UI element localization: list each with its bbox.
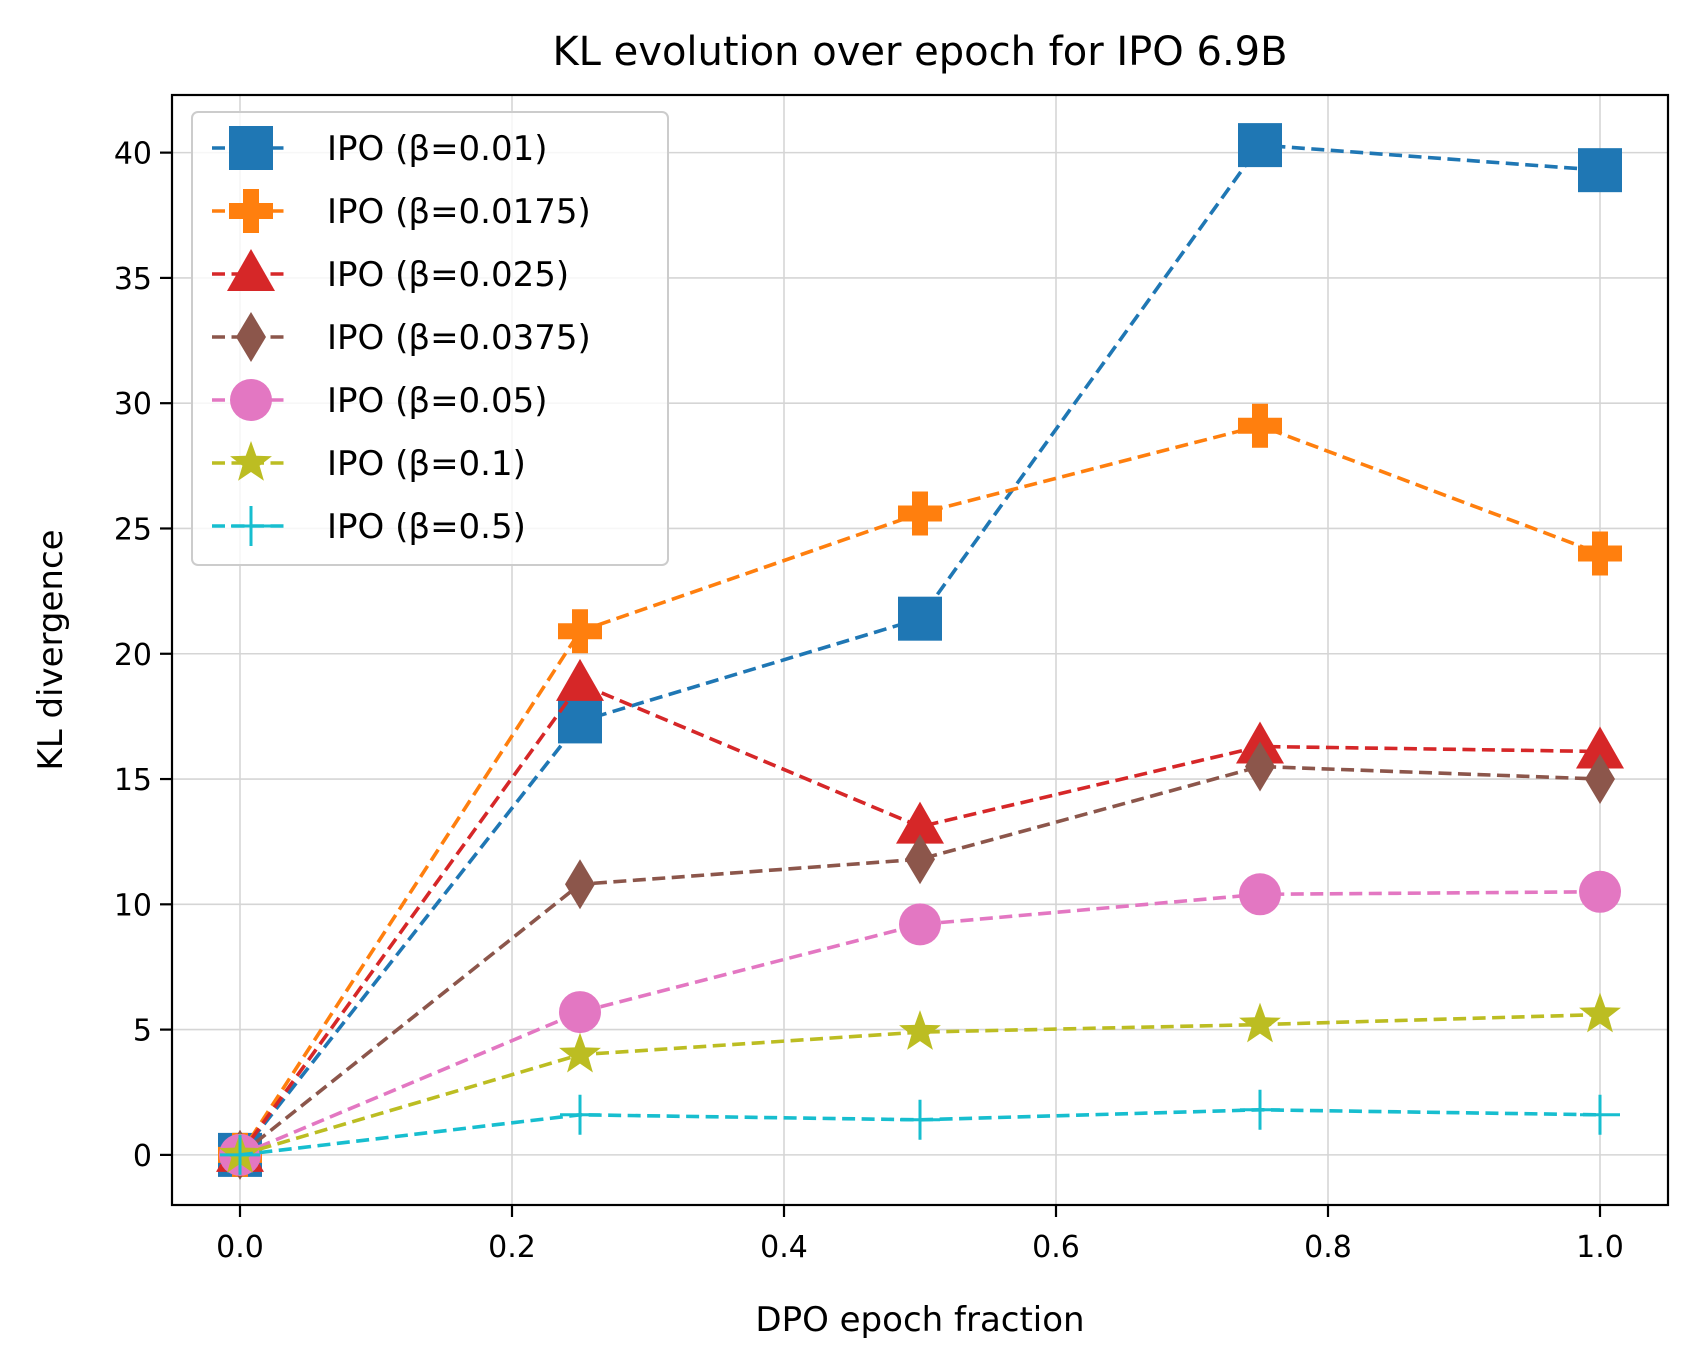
legend-marker (229, 126, 273, 170)
legend-marker (236, 312, 266, 362)
y-tick-label: 10 (114, 888, 152, 923)
data-point (1579, 992, 1621, 1033)
series-line (239, 1107, 1601, 1157)
data-point (900, 1099, 940, 1140)
x-tick-label: 0.6 (1032, 1230, 1080, 1265)
tick-layer: 0.0 0.2 0.4 0.6 0.8 1.0 0 5 10 15 20 25 30 35 40 (114, 137, 1624, 1265)
data-point (559, 1032, 601, 1073)
series-line (238, 681, 1601, 1156)
y-tick-label: 20 (114, 638, 152, 673)
x-tick-label: 0.8 (1304, 1230, 1352, 1265)
data-point (1580, 1094, 1620, 1135)
x-axis-label: DPO epoch fraction (755, 1300, 1084, 1340)
data-point (905, 834, 935, 885)
legend-entry: IPO (β=0.0175) (212, 189, 591, 233)
data-point (556, 658, 604, 701)
series-line (239, 889, 1601, 1157)
legend: IPO (β=0.01) IPO (β=0.0175) IPO (β=0.025) I… (191, 111, 669, 566)
legend-marker (230, 379, 272, 421)
data-point (220, 1134, 260, 1175)
data-point (1238, 403, 1282, 448)
y-axis-label: KL divergence (31, 529, 71, 770)
legend-entry: IPO (β=0.1) (212, 441, 526, 484)
legend-marker (227, 249, 275, 291)
data-point (1585, 754, 1615, 805)
data-point (1578, 531, 1622, 576)
series-5 (219, 992, 1621, 1173)
y-tick-label: 5 (133, 1014, 152, 1049)
y-tick-label: 15 (114, 763, 152, 798)
y-tick-label: 40 (114, 137, 152, 172)
legend-box (191, 111, 669, 566)
y-tick-label: 35 (114, 262, 152, 297)
y-tick-label: 25 (114, 512, 152, 547)
chart-title: KL evolution over epoch for IPO 6.9B (552, 29, 1287, 75)
data-point (560, 1094, 600, 1135)
data-point (899, 903, 941, 946)
legend-label: IPO (β=0.0375) (327, 318, 591, 358)
legend-marker (229, 189, 273, 233)
legend-label: IPO (β=0.05) (327, 381, 548, 421)
legend-entry: IPO (β=0.05) (212, 379, 548, 421)
legend-entry: IPO (β=0.025) (212, 249, 569, 295)
series-6 (220, 1089, 1620, 1175)
series-line (238, 764, 1601, 1157)
x-tick-label: 0.0 (216, 1230, 264, 1265)
legend-label: IPO (β=0.01) (327, 129, 548, 169)
legend-label: IPO (β=0.5) (327, 507, 526, 547)
plot-frame (170, 93, 1670, 1207)
legend-entry: IPO (β=0.01) (212, 126, 548, 170)
x-tick-label: 0.2 (488, 1230, 536, 1265)
data-point (1578, 148, 1622, 193)
data-point (1576, 726, 1624, 769)
x-tick-label: 0.4 (760, 1230, 808, 1265)
legend-entry: IPO (β=0.5) (212, 506, 526, 547)
data-point (898, 491, 942, 536)
y-tick-label: 0 (133, 1139, 152, 1174)
data-point (1239, 1002, 1281, 1043)
data-point (559, 991, 601, 1034)
data-point (558, 609, 602, 654)
data-point (896, 801, 944, 844)
data-point (899, 1010, 941, 1050)
data-point (1239, 873, 1281, 916)
y-tick-label: 30 (114, 387, 152, 422)
legend-marker (231, 506, 271, 546)
legend-label: IPO (β=0.025) (327, 255, 569, 295)
x-tick-label: 1.0 (1576, 1230, 1624, 1265)
legend-label: IPO (β=0.1) (327, 444, 526, 484)
data-point (1245, 741, 1275, 792)
legend-entry: IPO (β=0.0375) (212, 312, 591, 362)
data-point (1238, 123, 1282, 168)
legend-label: IPO (β=0.0175) (327, 192, 591, 232)
data-point (1579, 870, 1621, 913)
data-point (898, 596, 942, 641)
legend-marker (230, 441, 272, 481)
series-layer (216, 123, 1624, 1180)
data-point (1240, 1089, 1280, 1130)
data-point (565, 859, 595, 910)
